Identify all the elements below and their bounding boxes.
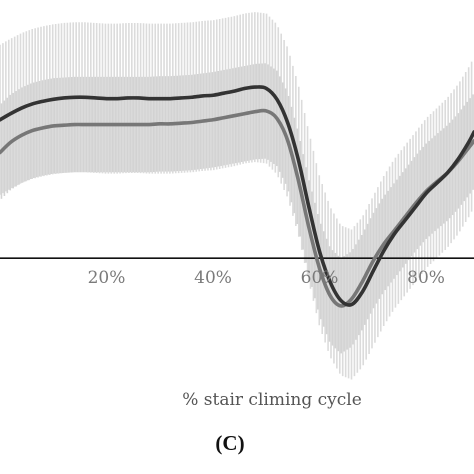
series-line-1	[0, 85, 474, 307]
x-tick-label: 40%	[194, 268, 232, 288]
series-lines	[0, 85, 474, 308]
x-tick-label: 20%	[88, 268, 126, 288]
panel-label: (C)	[215, 431, 244, 455]
x-axis-label: % stair climing cycle	[182, 390, 362, 410]
series-line-2	[0, 108, 474, 308]
error-bars	[0, 12, 474, 380]
x-tick-label: 60%	[301, 268, 339, 288]
x-tick-labels: 20% 40% 60% 80%	[88, 268, 445, 288]
x-tick-label: 80%	[407, 268, 445, 288]
